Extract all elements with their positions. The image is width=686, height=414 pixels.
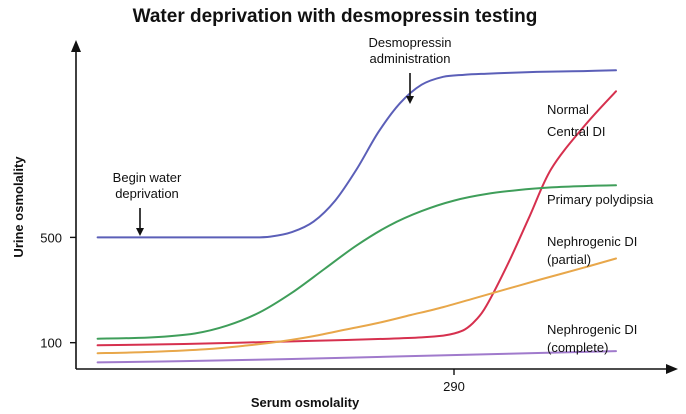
- y-tick-label: 500: [40, 230, 62, 245]
- y-tick-label: 100: [40, 336, 62, 351]
- annotation-begin-text: Begin water: [113, 170, 182, 185]
- series-line-nephrogenic-di-partial: [96, 257, 617, 355]
- x-tick-label: 290: [443, 379, 465, 394]
- series-lines: [96, 69, 617, 364]
- annotation-desmo-text: administration: [370, 51, 451, 66]
- annotation-desmo-arrowhead: [406, 96, 414, 104]
- axes: [71, 40, 678, 374]
- series-label-nephrogenic-di-complete: Nephrogenic DI: [547, 322, 637, 337]
- annotation-begin-arrowhead: [136, 228, 144, 236]
- series-line-normal: [96, 69, 617, 239]
- series-label-nephrogenic-di-partial: (partial): [547, 252, 591, 267]
- ticks: 100 500 290: [40, 230, 465, 394]
- series-label-nephrogenic-di-complete: (complete): [547, 340, 608, 355]
- series-label-primary-polydipsia: Primary polydipsia: [547, 192, 654, 207]
- series-label-nephrogenic-di-partial: Nephrogenic DI: [547, 234, 637, 249]
- x-axis-label: Serum osmolality: [251, 395, 360, 410]
- series-line-nephrogenic-di-complete: [96, 350, 617, 364]
- series-line-central-di: [96, 90, 617, 347]
- y-axis-arrow: [71, 40, 81, 52]
- y-axis-label: Urine osmolality: [11, 156, 26, 258]
- annotation-desmo-text: Desmopressin: [368, 35, 451, 50]
- x-axis-arrow: [666, 364, 678, 374]
- chart-title: Water deprivation with desmopressin test…: [133, 6, 538, 27]
- series-line-primary-polydipsia: [96, 184, 617, 340]
- series-labels: Normal Central DI Primary polydipsia Nephro…: [547, 102, 654, 355]
- annotation-begin-text: deprivation: [115, 186, 179, 201]
- series-label-normal: Normal: [547, 102, 589, 117]
- series-label-central-di: Central DI: [547, 124, 606, 139]
